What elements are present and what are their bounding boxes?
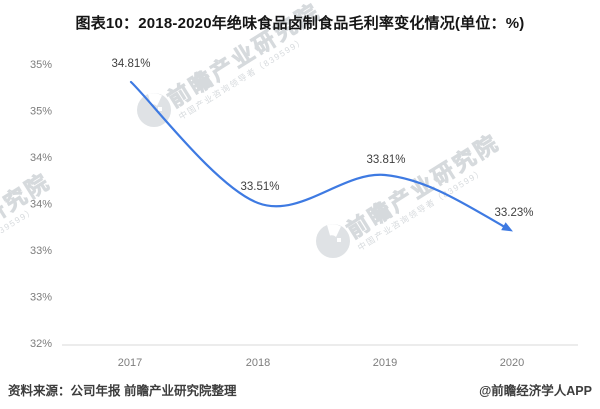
x-tick-label: 2018	[246, 357, 270, 369]
data-label-2018: 33.51%	[240, 181, 279, 193]
y-tick-label: 35%	[30, 106, 52, 118]
y-tick-label: 33%	[30, 292, 52, 304]
trend-line	[129, 80, 505, 228]
source-note: 资料来源：公司年报 前瞻产业研究院整理	[8, 384, 237, 398]
x-tick-label: 2017	[118, 357, 142, 369]
data-label-2020: 33.23%	[494, 207, 533, 219]
y-tick-label: 34%	[30, 199, 52, 211]
y-tick-label: 32%	[30, 338, 52, 350]
watermark-layer	[0, 0, 505, 298]
chart-title: 图表10：2018-2020年绝味食品卤制食品毛利率变化情况(单位：%)	[75, 15, 525, 32]
y-tick-label: 33%	[30, 245, 52, 257]
watermark-tile	[315, 128, 505, 259]
y-tick-label: 34%	[30, 152, 52, 164]
watermark-tile	[0, 167, 56, 298]
data-label-2019: 33.81%	[366, 154, 405, 166]
data-label-2017: 34.81%	[111, 58, 150, 70]
trend-arrowhead-icon	[501, 222, 513, 232]
y-tick-label: 35%	[30, 59, 52, 71]
x-tick-label: 2019	[373, 357, 397, 369]
x-tick-label: 2020	[500, 357, 524, 369]
credit-note: @前瞻经济学人APP	[479, 384, 592, 398]
chart-footer: 资料来源：公司年报 前瞻产业研究院整理 @前瞻经济学人APP	[8, 380, 592, 399]
